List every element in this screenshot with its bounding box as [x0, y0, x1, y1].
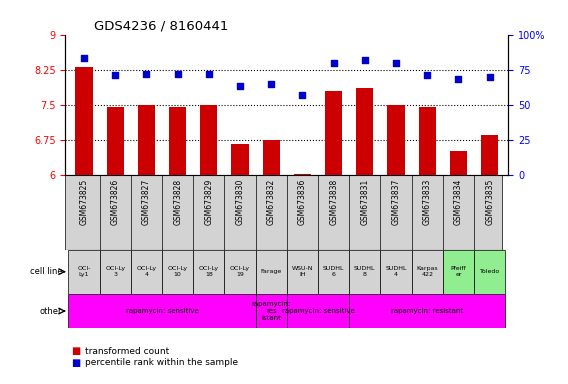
Point: [111, 72, 120, 78]
Point: [360, 57, 369, 63]
Text: GSM673835: GSM673835: [485, 179, 494, 225]
Bar: [99, 250, 131, 294]
Bar: [169, 107, 186, 175]
Point: [142, 71, 151, 77]
Bar: [256, 295, 287, 328]
Text: GDS4236 / 8160441: GDS4236 / 8160441: [94, 20, 228, 33]
Bar: [481, 135, 498, 175]
Bar: [193, 250, 224, 294]
Text: rapamycin: sensitive: rapamycin: sensitive: [126, 308, 198, 314]
Text: SUDHL
8: SUDHL 8: [354, 266, 375, 277]
Text: GSM673836: GSM673836: [298, 179, 307, 225]
Point: [204, 71, 214, 77]
Bar: [68, 250, 99, 294]
Point: [329, 60, 338, 66]
Bar: [349, 295, 506, 328]
Bar: [287, 250, 318, 294]
Text: GSM673825: GSM673825: [80, 179, 89, 225]
Text: rapamycin: sensitive: rapamycin: sensitive: [282, 308, 354, 314]
Bar: [381, 250, 412, 294]
Bar: [224, 250, 256, 294]
Text: Farage: Farage: [261, 269, 282, 274]
Point: [236, 83, 245, 89]
Bar: [419, 107, 436, 175]
Text: Toledo: Toledo: [479, 269, 500, 274]
Bar: [349, 250, 381, 294]
Point: [391, 60, 400, 66]
Bar: [262, 140, 280, 175]
Text: transformed count: transformed count: [85, 347, 169, 356]
Text: cell line: cell line: [30, 267, 62, 276]
Bar: [131, 250, 162, 294]
Text: OCI-Ly
10: OCI-Ly 10: [168, 266, 187, 277]
Point: [267, 81, 276, 87]
Text: percentile rank within the sample: percentile rank within the sample: [85, 358, 239, 367]
Bar: [162, 250, 193, 294]
Text: GSM673827: GSM673827: [142, 179, 151, 225]
Text: GSM673837: GSM673837: [391, 179, 400, 225]
Bar: [256, 250, 287, 294]
Bar: [138, 105, 155, 175]
Text: GSM673831: GSM673831: [360, 179, 369, 225]
Bar: [294, 174, 311, 175]
Text: OCI-Ly
4: OCI-Ly 4: [136, 266, 157, 277]
Text: OCI-Ly
3: OCI-Ly 3: [105, 266, 126, 277]
Text: GSM673832: GSM673832: [267, 179, 275, 225]
Text: OCI-Ly
19: OCI-Ly 19: [230, 266, 250, 277]
Bar: [287, 295, 349, 328]
Text: OCI-
Ly1: OCI- Ly1: [77, 266, 91, 277]
Bar: [412, 250, 443, 294]
Text: GSM673833: GSM673833: [423, 179, 432, 225]
Text: GSM673826: GSM673826: [111, 179, 120, 225]
Text: GSM673828: GSM673828: [173, 179, 182, 225]
Bar: [387, 105, 404, 175]
Text: GSM673829: GSM673829: [204, 179, 214, 225]
Text: ■: ■: [71, 346, 80, 356]
Bar: [201, 105, 218, 175]
Bar: [318, 250, 349, 294]
Text: Pfeiff
er: Pfeiff er: [450, 266, 466, 277]
Text: other: other: [40, 306, 62, 316]
Point: [454, 76, 463, 83]
Bar: [107, 107, 124, 175]
Text: rapamycin: resistant: rapamycin: resistant: [391, 308, 463, 314]
Text: GSM673838: GSM673838: [329, 179, 338, 225]
Text: ■: ■: [71, 358, 80, 368]
Bar: [474, 250, 506, 294]
Text: SUDHL
6: SUDHL 6: [323, 266, 344, 277]
Text: OCI-Ly
18: OCI-Ly 18: [199, 266, 219, 277]
Point: [173, 71, 182, 77]
Text: GSM673834: GSM673834: [454, 179, 463, 225]
Bar: [68, 295, 256, 328]
Text: SUDHL
4: SUDHL 4: [385, 266, 407, 277]
Bar: [76, 67, 93, 175]
Point: [80, 55, 89, 61]
Text: Karpas
422: Karpas 422: [416, 266, 438, 277]
Bar: [356, 88, 373, 175]
Bar: [450, 151, 467, 175]
Bar: [325, 91, 342, 175]
Point: [298, 92, 307, 98]
Text: WSU-N
IH: WSU-N IH: [292, 266, 313, 277]
Point: [485, 74, 494, 80]
Text: rapamycin:
res
istant: rapamycin: res istant: [252, 301, 291, 321]
Bar: [443, 250, 474, 294]
Text: GSM673830: GSM673830: [236, 179, 245, 225]
Point: [423, 72, 432, 78]
Bar: [232, 144, 249, 175]
